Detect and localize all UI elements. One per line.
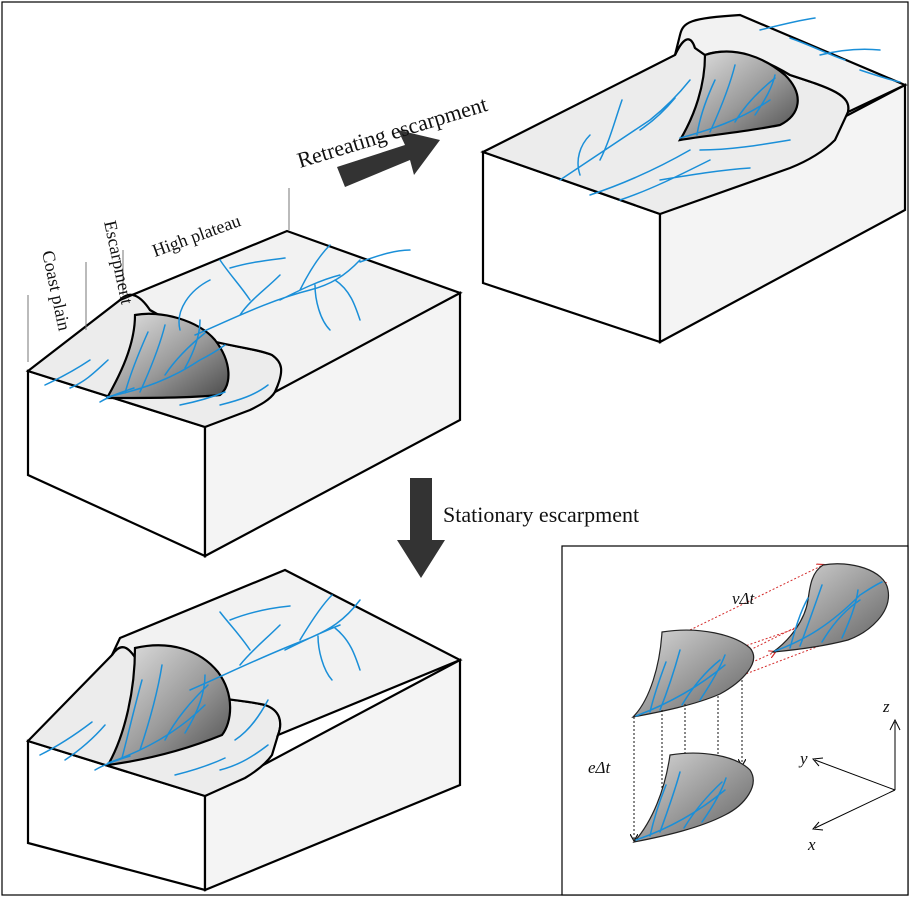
initial-plateau-surface xyxy=(119,229,463,395)
inset-panel: vΔt eΔt z y x xyxy=(561,545,909,896)
lowered-amphitheater-rivers xyxy=(635,771,727,841)
stationary-block xyxy=(25,568,463,892)
stationary-label: Stationary escarpment xyxy=(443,502,639,527)
stationary-block-side-face xyxy=(203,658,462,892)
retreated-amphitheater-rivers xyxy=(774,581,883,652)
retreated-amphitheater xyxy=(770,563,890,653)
axis-y-label: y xyxy=(798,749,808,768)
retreating-block xyxy=(480,13,908,344)
axis-x-label: x xyxy=(807,835,816,854)
axis-triad-icon xyxy=(811,718,901,831)
lowering-dotted-lines xyxy=(634,680,742,840)
retreating-surface-rivers xyxy=(559,17,901,201)
e-dt-label: eΔt xyxy=(588,758,612,777)
v-dt-label: vΔt xyxy=(732,589,756,608)
initial-amphitheater-rivers xyxy=(106,319,226,398)
stationary-plateau-surface xyxy=(111,568,463,737)
stationary-arrow-icon xyxy=(397,478,445,578)
initial-coast-rivers xyxy=(44,359,269,406)
escarpment-label: Escarpment xyxy=(100,219,137,306)
initial-block xyxy=(25,229,463,558)
axis-z-label: z xyxy=(882,697,890,716)
initial-plateau-rivers xyxy=(178,244,411,336)
retreating-amphitheater-rivers xyxy=(679,64,776,139)
stationary-surface-rivers xyxy=(39,594,361,776)
high-plateau-label: High plateau xyxy=(150,210,244,260)
coast-plain-label: Coast plain xyxy=(38,249,75,333)
retreat-arrow-icon xyxy=(337,130,440,187)
stationary-amphitheater xyxy=(105,644,232,767)
original-amphitheater xyxy=(631,629,755,718)
retreating-amphitheater xyxy=(677,50,799,142)
original-amphitheater-rivers xyxy=(635,649,726,717)
stationary-amphitheater-rivers xyxy=(107,664,209,764)
